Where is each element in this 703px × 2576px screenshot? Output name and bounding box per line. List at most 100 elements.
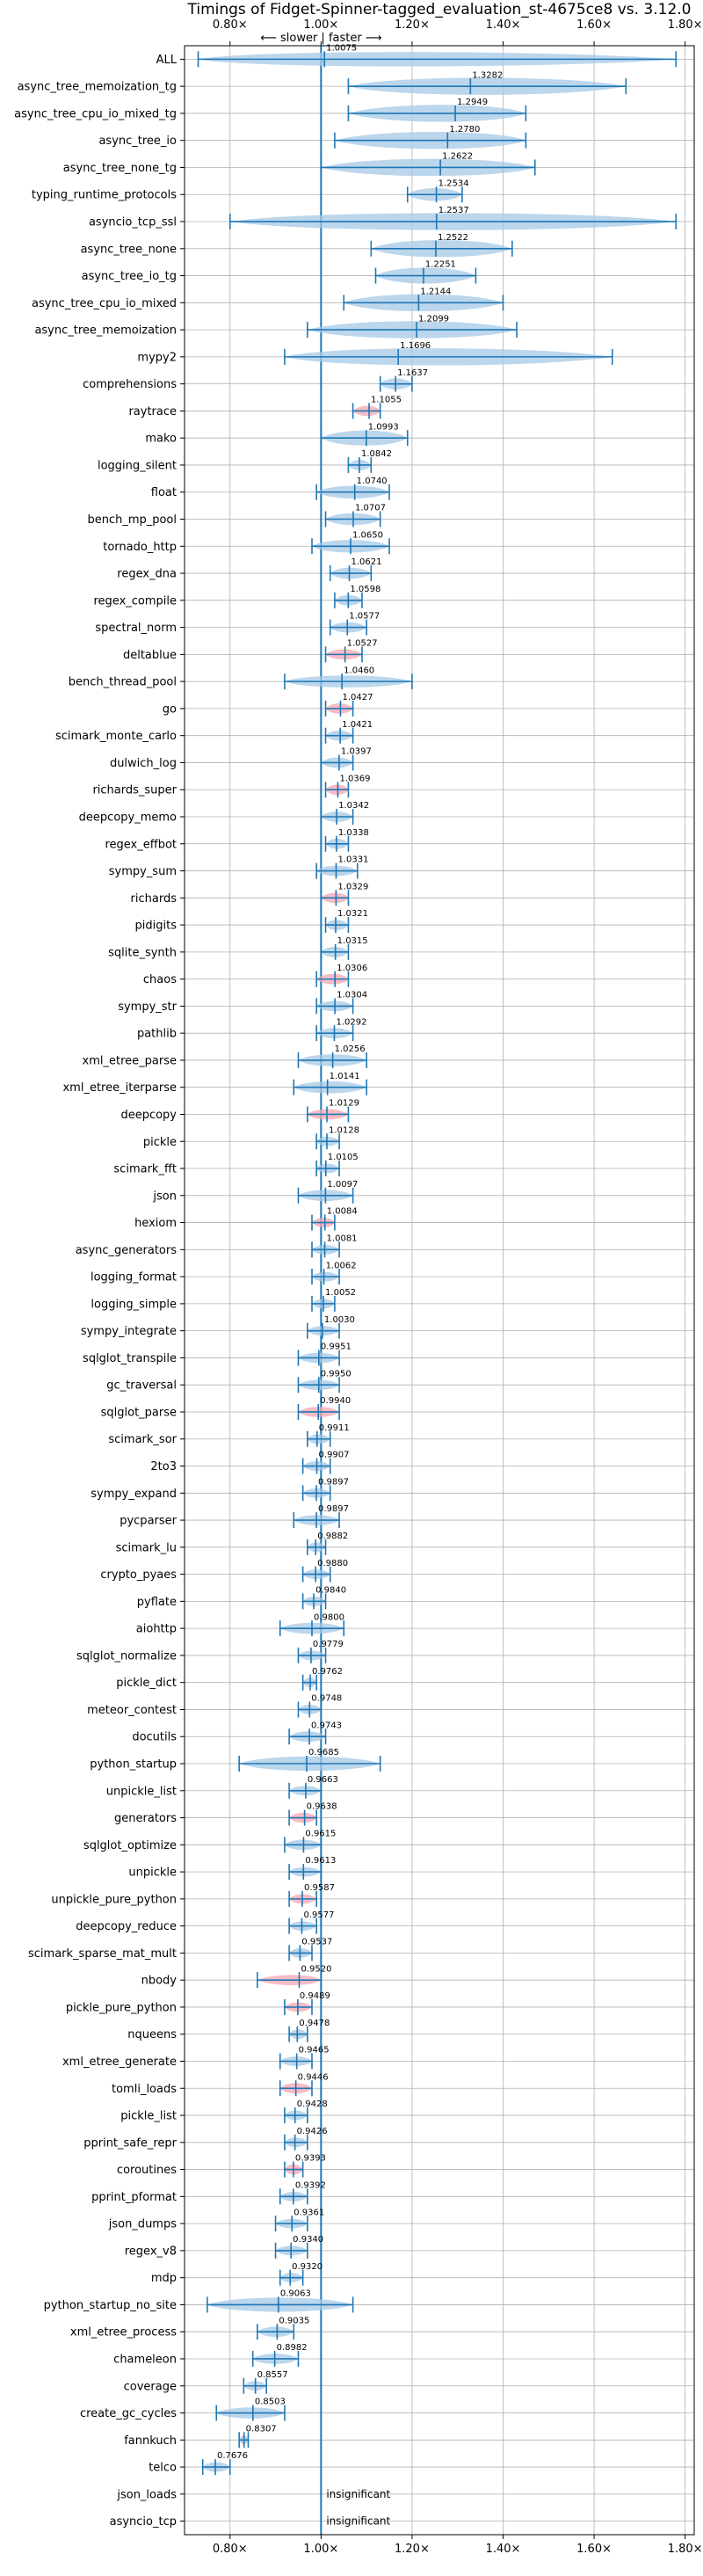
benchmark-label: deepcopy_reduce (76, 1920, 177, 1933)
median-value-label: 0.9882 (317, 1532, 348, 1541)
benchmark-row: pycparser 0.9897 (120, 1504, 349, 1529)
median-value-label: 0.9361 (294, 2208, 324, 2217)
median-value-label: 0.9613 (305, 1856, 336, 1866)
benchmark-row: pickle_dict 0.9762 (116, 1667, 343, 1691)
x-tick-label-top: 1.20× (395, 18, 430, 32)
x-tick-label-bottom: 1.60× (576, 2543, 612, 2556)
benchmark-row: json_dumps 0.9361 (108, 2208, 324, 2232)
benchmark-row: pidigits 1.0321 (135, 909, 368, 934)
median-value-label: 0.9663 (308, 1775, 338, 1785)
median-value-label: 1.0306 (337, 964, 367, 973)
median-value-label: 1.0304 (337, 991, 367, 1001)
insignificant-label: insignificant (326, 2488, 390, 2500)
benchmark-label: tomli_loads (112, 2083, 177, 2096)
benchmark-label: raytrace (128, 405, 177, 418)
median-value-label: 0.9907 (319, 1451, 350, 1460)
benchmark-row: sqlite_synth 1.0315 (108, 936, 368, 960)
median-value-label: 1.0030 (324, 1315, 355, 1325)
median-value-label: 0.9950 (321, 1369, 352, 1379)
median-value-label: 0.9897 (318, 1504, 349, 1514)
benchmark-row: async_tree_none_tg 1.2622 (63, 152, 536, 177)
benchmark-label: logging_silent (98, 459, 177, 472)
median-value-label: 0.9800 (314, 1612, 344, 1622)
benchmark-row: chaos 1.0306 (143, 964, 367, 987)
x-tick-label-bottom: 1.80× (668, 2543, 703, 2556)
benchmark-label: scimark_monte_carlo (55, 730, 177, 743)
benchmark-label: comprehensions (83, 378, 177, 391)
median-value-label: 1.0707 (355, 504, 386, 513)
benchmark-label: telco (149, 2462, 177, 2475)
benchmark-row: deepcopy_reduce 0.9577 (76, 1910, 334, 1934)
median-value-label: 0.9489 (300, 1991, 330, 2001)
median-value-label: 0.9880 (317, 1559, 348, 1568)
benchmark-label: regex_dna (117, 568, 177, 581)
benchmark-row: dulwich_log 1.0397 (110, 747, 372, 771)
benchmark-row: chameleon 0.8982 (113, 2343, 308, 2367)
x-tick-label-bottom: 0.80× (213, 2543, 248, 2556)
median-value-label: 1.0397 (341, 747, 372, 757)
median-value-label: 1.0331 (337, 855, 368, 865)
benchmark-row: pickle_list 0.9428 (120, 2099, 328, 2124)
median-value-label: 1.2949 (457, 98, 488, 107)
benchmark-label: deltablue (123, 649, 177, 662)
median-value-label: 1.1637 (397, 368, 428, 378)
benchmark-row: coroutines 0.9393 (117, 2154, 326, 2178)
benchmark-label: deepcopy (120, 1109, 177, 1122)
benchmark-label: mako (145, 433, 177, 446)
benchmark-row: regex_compile 1.0598 (93, 585, 380, 608)
benchmark-label: scimark_sparse_mat_mult (28, 1947, 177, 1961)
benchmark-label: async_tree_io (98, 135, 177, 148)
benchmark-row: nbody 0.9520 (141, 1964, 332, 1989)
benchmark-row: async_tree_io 1.2780 (98, 125, 527, 149)
x-tick-label-top: 1.60× (576, 18, 612, 32)
x-tick-label-bottom: 1.20× (395, 2543, 430, 2556)
benchmark-row: xml_etree_process 0.9035 (70, 2316, 309, 2340)
benchmark-row: sqlglot_normalize 0.9779 (76, 1640, 344, 1663)
benchmark-row: deepcopy_memo 1.0342 (79, 801, 369, 825)
benchmark-label: sqlglot_parse (101, 1406, 177, 1419)
median-value-label: 0.8982 (277, 2343, 308, 2353)
benchmark-row: raytrace 1.1055 (128, 396, 402, 419)
median-value-label: 1.0075 (326, 44, 357, 54)
benchmark-row: logging_silent 1.0842 (98, 449, 392, 473)
benchmark-row: asyncio_tcp_ssl 1.2537 (89, 206, 678, 230)
benchmark-row: json 1.0097 (152, 1180, 358, 1204)
benchmark-label: pickle (143, 1136, 177, 1149)
benchmark-row: ALL 1.0075 (156, 44, 678, 68)
benchmark-label: async_tree_io_tg (82, 270, 177, 283)
benchmark-label: nbody (141, 1975, 178, 1988)
benchmark-label: go (163, 702, 177, 716)
median-value-label: 1.0650 (352, 530, 383, 540)
median-value-label: 0.8557 (257, 2370, 288, 2380)
benchmark-label: async_tree_none (81, 243, 177, 256)
median-value-label: 0.9940 (320, 1396, 351, 1406)
benchmark-label: sqlglot_transpile (83, 1352, 177, 1365)
median-value-label: 0.9587 (304, 1883, 335, 1893)
x-tick-label-top: 1.00× (303, 18, 338, 32)
benchmark-row: unpickle 0.9613 (128, 1856, 336, 1881)
median-value-label: 1.0577 (349, 612, 380, 622)
median-value-label: 1.0062 (326, 1261, 357, 1270)
benchmark-label: sqlglot_optimize (83, 1839, 177, 1852)
benchmark-row: 2to3 0.9907 (150, 1451, 350, 1474)
benchmark-row: create_gc_cycles 0.8503 (80, 2398, 286, 2421)
median-value-label: 1.0256 (335, 1044, 366, 1054)
median-value-label: 0.9063 (280, 2289, 311, 2299)
benchmark-row: asyncio_tcp insignificant (110, 2515, 391, 2529)
benchmark-label: gc_traversal (106, 1379, 177, 1393)
median-value-label: 0.9779 (313, 1640, 344, 1649)
benchmark-row: docutils 0.9743 (132, 1721, 342, 1745)
benchmark-row: logging_simple 1.0052 (91, 1288, 356, 1312)
benchmark-label: sympy_sum (109, 865, 177, 878)
benchmark-label: async_tree_none_tg (63, 162, 177, 175)
benchmark-row: sympy_sum 1.0331 (109, 855, 368, 879)
median-value-label: 1.0421 (342, 720, 373, 730)
benchmark-label: regex_effbot (105, 838, 177, 851)
median-value-label: 1.0993 (368, 422, 399, 432)
median-value-label: 1.0329 (337, 882, 368, 891)
benchmark-label: unpickle_list (106, 1785, 177, 1798)
median-value-label: 0.9748 (311, 1694, 342, 1704)
benchmark-row: async_generators 1.0081 (76, 1233, 358, 1258)
benchmark-label: dulwich_log (110, 757, 177, 770)
benchmark-label: sqlite_synth (108, 946, 177, 959)
